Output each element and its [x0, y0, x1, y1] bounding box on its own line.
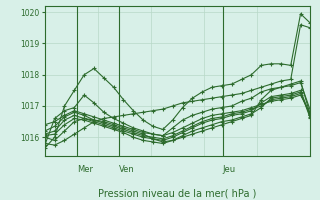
Text: Mer: Mer [77, 165, 93, 174]
Text: Ven: Ven [119, 165, 135, 174]
Text: Pression niveau de la mer( hPa ): Pression niveau de la mer( hPa ) [99, 189, 257, 199]
Text: Jeu: Jeu [223, 165, 236, 174]
